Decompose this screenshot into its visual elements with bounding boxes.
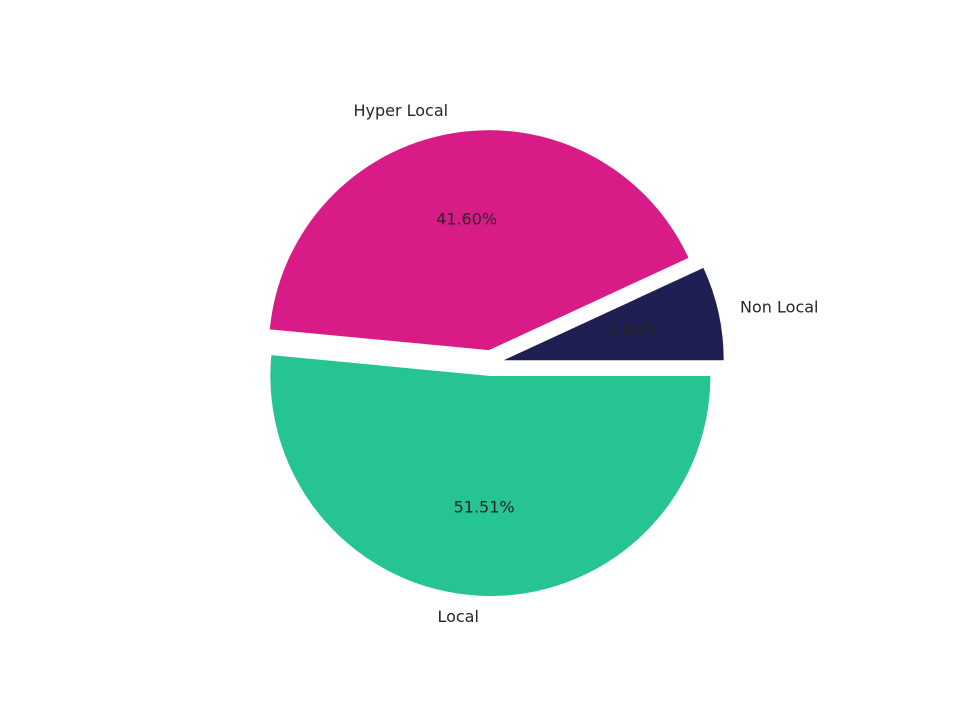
pie-slice <box>503 267 724 361</box>
slice-label: Local <box>437 607 478 626</box>
pie-slice <box>270 355 711 596</box>
value-label: 6.89% <box>607 321 658 340</box>
slice-label: Hyper Local <box>353 101 448 120</box>
value-label: 51.51% <box>454 497 515 516</box>
slice-label: Non Local <box>740 298 818 317</box>
pie-slice <box>269 130 689 351</box>
value-label: 41.60% <box>436 210 497 229</box>
